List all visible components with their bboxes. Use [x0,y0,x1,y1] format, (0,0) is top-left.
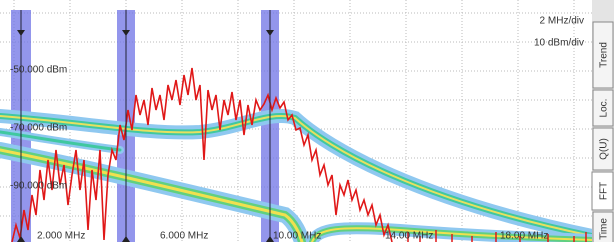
tabs: Trend Loc. Q(U) FFT Time [592,22,613,242]
tab-label[interactable]: Q(U) [599,138,610,160]
x-label: 10.00 MHz [273,231,321,242]
y-label: -70.000 dBm [10,123,67,134]
x-label: 18.00 MHz [500,231,548,242]
y-scale-label: 10 dBm/div [534,38,584,49]
spectrum-view: 2 MHz/div 10 dBm/div -50.000 dBm -70.000… [0,0,614,242]
x-scale-label: 2 MHz/div [540,16,584,27]
tab-label[interactable]: Time [599,218,610,240]
x-label: 14.00 MHz [385,231,433,242]
tab-label[interactable]: FFT [599,182,610,200]
y-label: -90.000 dBm [10,181,67,192]
x-label: 2.000 MHz [37,231,85,242]
tab-label[interactable]: Loc. [599,99,610,118]
x-label: 6.000 MHz [160,231,208,242]
y-label: -50.000 dBm [10,65,67,76]
tab-label[interactable]: Trend [599,42,610,68]
